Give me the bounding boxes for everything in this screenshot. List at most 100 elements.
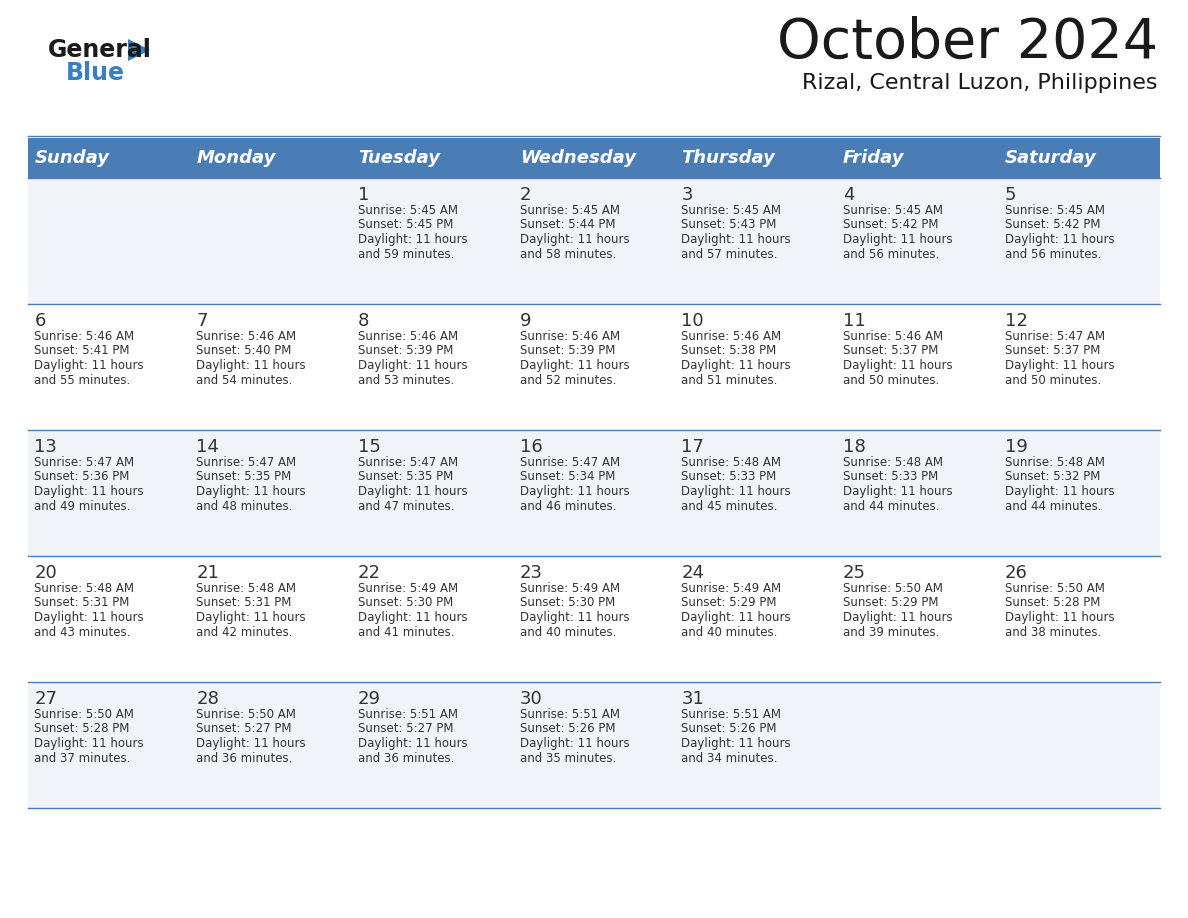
Text: 27: 27 (34, 690, 57, 708)
Text: 19: 19 (1005, 438, 1028, 456)
Text: and 47 minutes.: and 47 minutes. (358, 499, 454, 512)
Text: and 51 minutes.: and 51 minutes. (682, 374, 778, 386)
Text: Sunset: 5:26 PM: Sunset: 5:26 PM (519, 722, 615, 735)
Text: and 37 minutes.: and 37 minutes. (34, 752, 131, 765)
Text: Daylight: 11 hours: Daylight: 11 hours (34, 485, 144, 498)
Text: and 34 minutes.: and 34 minutes. (682, 752, 778, 765)
Text: and 42 minutes.: and 42 minutes. (196, 625, 292, 639)
Text: Monday: Monday (196, 149, 276, 167)
Text: Sunset: 5:26 PM: Sunset: 5:26 PM (682, 722, 777, 735)
Text: and 39 minutes.: and 39 minutes. (843, 625, 940, 639)
Text: 9: 9 (519, 312, 531, 330)
Text: Sunrise: 5:48 AM: Sunrise: 5:48 AM (843, 456, 943, 469)
Text: Daylight: 11 hours: Daylight: 11 hours (358, 233, 468, 246)
Text: Daylight: 11 hours: Daylight: 11 hours (519, 485, 630, 498)
Text: and 59 minutes.: and 59 minutes. (358, 248, 454, 261)
Text: Sunset: 5:37 PM: Sunset: 5:37 PM (843, 344, 939, 357)
Text: 8: 8 (358, 312, 369, 330)
Text: Sunrise: 5:48 AM: Sunrise: 5:48 AM (1005, 456, 1105, 469)
Text: Sunrise: 5:45 AM: Sunrise: 5:45 AM (358, 204, 457, 217)
Text: Sunset: 5:34 PM: Sunset: 5:34 PM (519, 471, 615, 484)
Text: Sunrise: 5:49 AM: Sunrise: 5:49 AM (358, 582, 459, 595)
Text: Daylight: 11 hours: Daylight: 11 hours (843, 233, 953, 246)
Text: Sunset: 5:30 PM: Sunset: 5:30 PM (519, 597, 615, 610)
Text: Sunrise: 5:50 AM: Sunrise: 5:50 AM (843, 582, 943, 595)
Text: General: General (48, 38, 152, 62)
Text: 24: 24 (682, 564, 704, 582)
Text: Sunset: 5:33 PM: Sunset: 5:33 PM (682, 471, 777, 484)
Text: Daylight: 11 hours: Daylight: 11 hours (358, 611, 468, 624)
Text: 13: 13 (34, 438, 57, 456)
Text: and 41 minutes.: and 41 minutes. (358, 625, 454, 639)
Text: Sunset: 5:39 PM: Sunset: 5:39 PM (358, 344, 454, 357)
Text: Sunset: 5:44 PM: Sunset: 5:44 PM (519, 218, 615, 231)
Text: and 50 minutes.: and 50 minutes. (843, 374, 940, 386)
Text: Sunrise: 5:46 AM: Sunrise: 5:46 AM (843, 330, 943, 343)
Text: Sunrise: 5:46 AM: Sunrise: 5:46 AM (358, 330, 459, 343)
Text: Friday: Friday (843, 149, 904, 167)
Bar (29, 304, 1159, 430)
Polygon shape (128, 39, 150, 61)
Bar (29, 556, 1159, 682)
Text: Daylight: 11 hours: Daylight: 11 hours (682, 737, 791, 750)
Text: 30: 30 (519, 690, 543, 708)
Text: 16: 16 (519, 438, 543, 456)
Text: Sunset: 5:40 PM: Sunset: 5:40 PM (196, 344, 291, 357)
Text: Sunrise: 5:48 AM: Sunrise: 5:48 AM (682, 456, 782, 469)
Text: Daylight: 11 hours: Daylight: 11 hours (1005, 359, 1114, 372)
Text: Sunrise: 5:45 AM: Sunrise: 5:45 AM (519, 204, 620, 217)
Text: Daylight: 11 hours: Daylight: 11 hours (196, 611, 305, 624)
Text: and 52 minutes.: and 52 minutes. (519, 374, 617, 386)
Bar (29, 178, 1159, 304)
Text: Sunrise: 5:45 AM: Sunrise: 5:45 AM (843, 204, 943, 217)
Text: Sunrise: 5:48 AM: Sunrise: 5:48 AM (34, 582, 134, 595)
Text: Sunset: 5:28 PM: Sunset: 5:28 PM (34, 722, 129, 735)
Text: Sunset: 5:27 PM: Sunset: 5:27 PM (358, 722, 454, 735)
Text: 18: 18 (843, 438, 866, 456)
Text: Daylight: 11 hours: Daylight: 11 hours (843, 611, 953, 624)
Text: 31: 31 (682, 690, 704, 708)
Text: and 45 minutes.: and 45 minutes. (682, 499, 778, 512)
Text: Sunrise: 5:50 AM: Sunrise: 5:50 AM (1005, 582, 1105, 595)
Text: Daylight: 11 hours: Daylight: 11 hours (196, 737, 305, 750)
Text: Daylight: 11 hours: Daylight: 11 hours (358, 737, 468, 750)
Text: Sunrise: 5:47 AM: Sunrise: 5:47 AM (1005, 330, 1105, 343)
Text: and 44 minutes.: and 44 minutes. (1005, 499, 1101, 512)
Text: Sunset: 5:38 PM: Sunset: 5:38 PM (682, 344, 777, 357)
Text: Daylight: 11 hours: Daylight: 11 hours (682, 233, 791, 246)
Text: and 50 minutes.: and 50 minutes. (1005, 374, 1101, 386)
Text: 17: 17 (682, 438, 704, 456)
Text: and 49 minutes.: and 49 minutes. (34, 499, 131, 512)
Text: Daylight: 11 hours: Daylight: 11 hours (682, 485, 791, 498)
Text: and 44 minutes.: and 44 minutes. (843, 499, 940, 512)
Text: Sunrise: 5:47 AM: Sunrise: 5:47 AM (519, 456, 620, 469)
Text: Sunset: 5:43 PM: Sunset: 5:43 PM (682, 218, 777, 231)
Text: Sunset: 5:31 PM: Sunset: 5:31 PM (34, 597, 129, 610)
Text: and 36 minutes.: and 36 minutes. (358, 752, 454, 765)
Bar (29, 138, 1159, 178)
Text: and 56 minutes.: and 56 minutes. (843, 248, 940, 261)
Text: Sunset: 5:36 PM: Sunset: 5:36 PM (34, 471, 129, 484)
Text: October 2024: October 2024 (777, 16, 1158, 70)
Text: Sunset: 5:35 PM: Sunset: 5:35 PM (358, 471, 453, 484)
Text: 11: 11 (843, 312, 866, 330)
Text: Daylight: 11 hours: Daylight: 11 hours (519, 359, 630, 372)
Text: Rizal, Central Luzon, Philippines: Rizal, Central Luzon, Philippines (803, 73, 1158, 93)
Text: Sunrise: 5:45 AM: Sunrise: 5:45 AM (1005, 204, 1105, 217)
Text: and 36 minutes.: and 36 minutes. (196, 752, 292, 765)
Text: Blue: Blue (67, 61, 125, 85)
Text: 28: 28 (196, 690, 219, 708)
Text: Sunrise: 5:50 AM: Sunrise: 5:50 AM (34, 708, 134, 721)
Text: Sunrise: 5:51 AM: Sunrise: 5:51 AM (682, 708, 782, 721)
Text: Sunrise: 5:46 AM: Sunrise: 5:46 AM (682, 330, 782, 343)
Text: and 43 minutes.: and 43 minutes. (34, 625, 131, 639)
Text: Wednesday: Wednesday (519, 149, 636, 167)
Text: Daylight: 11 hours: Daylight: 11 hours (196, 485, 305, 498)
Text: Sunset: 5:33 PM: Sunset: 5:33 PM (843, 471, 939, 484)
Text: 10: 10 (682, 312, 704, 330)
Text: Sunrise: 5:45 AM: Sunrise: 5:45 AM (682, 204, 782, 217)
Text: 20: 20 (34, 564, 57, 582)
Text: Sunrise: 5:47 AM: Sunrise: 5:47 AM (34, 456, 134, 469)
Text: Sunset: 5:42 PM: Sunset: 5:42 PM (843, 218, 939, 231)
Text: and 54 minutes.: and 54 minutes. (196, 374, 292, 386)
